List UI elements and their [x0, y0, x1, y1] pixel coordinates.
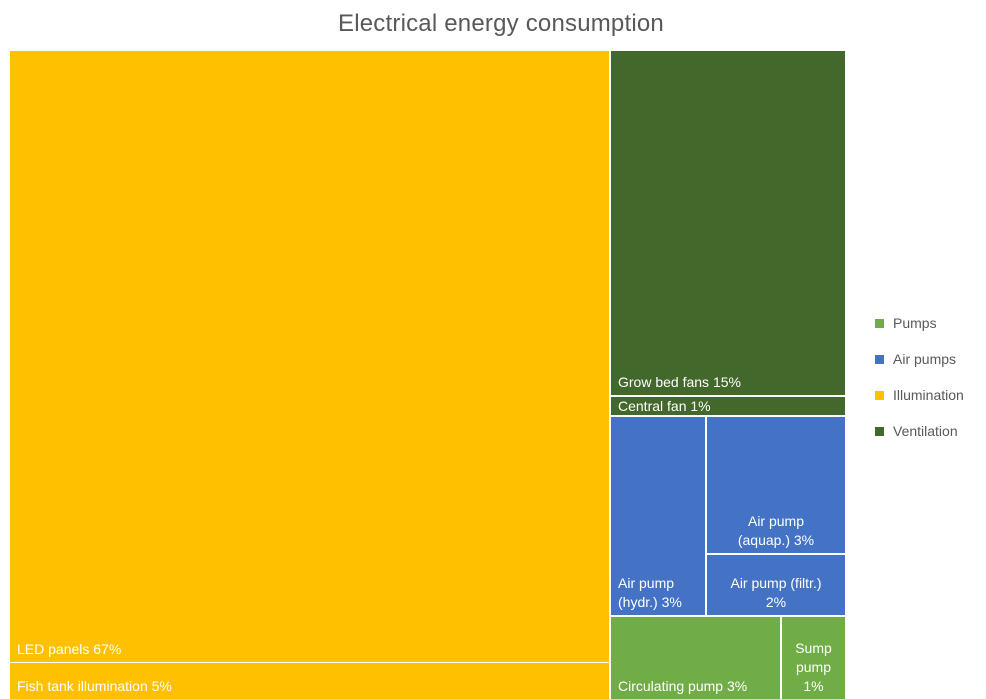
- tile-central-fan: Central fan 1%: [611, 397, 845, 415]
- tile-led-panels-label: LED panels 67%: [17, 641, 122, 657]
- tile-air-pump-aquap: Air pump (aquap.) 3%: [707, 417, 845, 553]
- tile-fish-tank-illumination: Fish tank illumination 5%: [10, 663, 609, 699]
- tile-led-panels: LED panels 67%: [10, 51, 609, 662]
- tile-air-pump-aquap-label: Air pump (aquap.) 3%: [737, 513, 815, 548]
- legend-swatch-ventilation: [875, 427, 884, 436]
- legend-label-air-pumps: Air pumps: [893, 351, 957, 367]
- tile-central-fan-label: Central fan 1%: [618, 398, 711, 414]
- tile-circulating-pump-label: Circulating pump 3%: [618, 678, 748, 694]
- tile-air-pump-hydr-label: Air pump (hydr.) 3%: [618, 575, 682, 610]
- legend-swatch-pumps: [875, 319, 884, 328]
- tile-air-pump-filtr-label: Air pump (filtr.) 2%: [730, 575, 822, 610]
- legend-label-pumps: Pumps: [893, 315, 937, 331]
- legend-swatch-illumination: [875, 391, 884, 400]
- tile-air-pump-hydr: Air pump (hydr.) 3%: [611, 417, 705, 615]
- tile-grow-bed-fans-label: Grow bed fans 15%: [618, 374, 741, 390]
- tile-fish-tank-illumination-label: Fish tank illumination 5%: [17, 678, 172, 694]
- legend-label-ventilation: Ventilation: [893, 423, 958, 439]
- chart-title: Electrical energy consumption: [338, 10, 664, 37]
- legend-label-illumination: Illumination: [893, 387, 964, 403]
- tile-air-pump-filtr: Air pump (filtr.) 2%: [707, 555, 845, 615]
- tile-sump-pump: Sump pump 1%: [782, 617, 845, 699]
- tile-grow-bed-fans: Grow bed fans 15%: [611, 51, 845, 395]
- tile-sump-pump-label: Sump pump 1%: [795, 640, 832, 694]
- tile-circulating-pump: Circulating pump 3%: [611, 617, 780, 699]
- legend-swatch-air-pumps: [875, 355, 884, 364]
